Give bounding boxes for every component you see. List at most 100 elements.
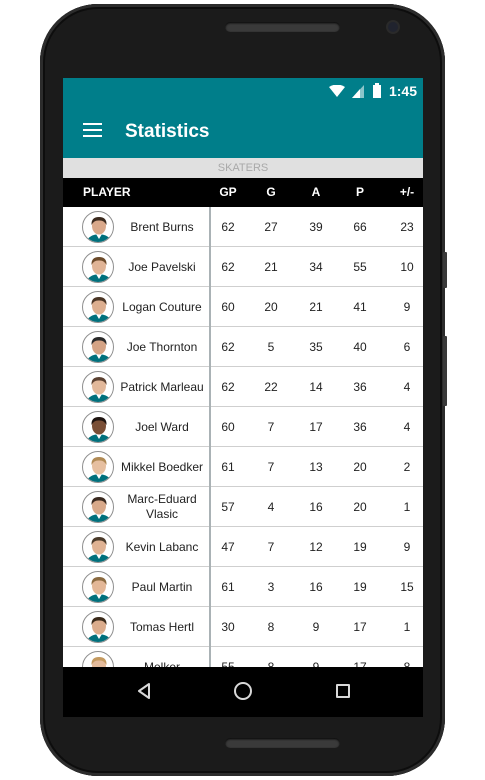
stat-pm: 2: [403, 460, 411, 474]
stat-g: 8: [267, 620, 275, 634]
stat-p: 17: [353, 620, 367, 634]
table-row[interactable]: Melker 55 8 9 17 8: [63, 647, 423, 667]
column-header-p[interactable]: P: [355, 185, 364, 199]
player-name: Joel Ward: [135, 419, 189, 434]
stat-pm: 10: [400, 260, 414, 274]
stat-g: 7: [267, 460, 275, 474]
player-name: Mikkel Boedker: [120, 459, 204, 474]
table-row[interactable]: Mikkel Boedker 61 7 13 20 2: [63, 447, 423, 487]
stat-p: 55: [353, 260, 367, 274]
stat-gp: 55: [221, 660, 235, 667]
player-avatar: [82, 211, 114, 243]
stat-p: 41: [353, 300, 367, 314]
stat-gp: 62: [221, 220, 235, 234]
stat-g: 7: [267, 540, 275, 554]
player-name: Melker: [143, 659, 180, 668]
table-row[interactable]: Marc-Eduard Vlasic 57 4 16 20 1: [63, 487, 423, 527]
stat-g: 4: [267, 500, 275, 514]
table-row[interactable]: Logan Couture 60 20 21 41 9: [63, 287, 423, 327]
stat-pm: 9: [403, 300, 411, 314]
stat-a: 13: [309, 460, 323, 474]
player-name: Kevin Labanc: [125, 539, 199, 554]
app-screen: 1:45 Statistics SKATERS PLAYER GP G A P …: [63, 78, 423, 717]
stat-a: 39: [309, 220, 323, 234]
stat-p: 19: [353, 580, 367, 594]
table-row[interactable]: Patrick Marleau 62 22 14 36 4: [63, 367, 423, 407]
app-bar: Statistics: [63, 103, 423, 158]
stat-pm: 23: [400, 220, 414, 234]
table-row[interactable]: Paul Martin 61 3 16 19 15: [63, 567, 423, 607]
player-avatar: [82, 491, 114, 523]
player-avatar: [82, 451, 114, 483]
stat-gp: 60: [221, 300, 235, 314]
stat-pm: 4: [403, 380, 411, 394]
bottom-speaker: [225, 738, 340, 748]
stat-a: 34: [309, 260, 323, 274]
stat-p: 36: [353, 420, 367, 434]
stat-gp: 62: [221, 380, 235, 394]
status-time: 1:45: [388, 83, 417, 99]
stat-a: 9: [312, 660, 320, 667]
section-header-skaters: SKATERS: [63, 158, 423, 178]
stat-pm: 8: [403, 660, 411, 667]
column-header-gp[interactable]: GP: [219, 185, 237, 199]
stat-p: 17: [353, 660, 367, 667]
table-row[interactable]: Brent Burns 62 27 39 66 23: [63, 207, 423, 247]
player-avatar: [82, 651, 114, 667]
stat-a: 16: [309, 500, 323, 514]
home-icon[interactable]: [234, 682, 252, 700]
battery-icon: [373, 83, 381, 98]
column-header-a[interactable]: A: [311, 185, 321, 199]
stat-gp: 57: [221, 500, 235, 514]
stat-pm: 6: [403, 340, 411, 354]
stat-p: 40: [353, 340, 367, 354]
recent-apps-icon[interactable]: [336, 684, 350, 698]
player-name: Brent Burns: [130, 219, 194, 234]
stat-pm: 1: [403, 620, 411, 634]
stat-gp: 62: [221, 340, 235, 354]
stat-g: 5: [267, 340, 275, 354]
power-button: [443, 336, 447, 406]
stat-gp: 30: [221, 620, 235, 634]
player-avatar: [82, 571, 114, 603]
table-row[interactable]: Joe Thornton 62 5 35 40 6: [63, 327, 423, 367]
stat-gp: 47: [221, 540, 235, 554]
menu-icon[interactable]: [83, 123, 102, 137]
stat-g: 7: [267, 420, 275, 434]
player-name: Patrick Marleau: [120, 379, 204, 394]
table-row[interactable]: Tomas Hertl 30 8 9 17 1: [63, 607, 423, 647]
stat-gp: 60: [221, 420, 235, 434]
table-row[interactable]: Joe Pavelski 62 21 34 55 10: [63, 247, 423, 287]
player-name: Joe Thornton: [126, 339, 198, 354]
player-avatar: [82, 251, 114, 283]
stat-a: 35: [309, 340, 323, 354]
stat-g: 21: [264, 260, 278, 274]
cell-signal-icon: [352, 85, 364, 98]
back-icon[interactable]: [137, 683, 151, 699]
stat-pm: 15: [400, 580, 414, 594]
table-row[interactable]: Kevin Labanc 47 7 12 19 9: [63, 527, 423, 567]
player-name: Tomas Hertl: [129, 619, 194, 634]
stat-g: 8: [267, 660, 275, 667]
table-row[interactable]: Joel Ward 60 7 17 36 4: [63, 407, 423, 447]
player-name: Joe Pavelski: [128, 259, 196, 274]
stat-pm: 4: [403, 420, 411, 434]
stat-g: 20: [264, 300, 278, 314]
column-header-player[interactable]: PLAYER: [83, 185, 131, 199]
volume-button: [443, 252, 447, 288]
stat-a: 16: [309, 580, 323, 594]
stat-p: 66: [353, 220, 367, 234]
stat-a: 9: [312, 620, 320, 634]
player-name: Paul Martin: [131, 579, 193, 594]
column-header-plus-minus[interactable]: +/-: [399, 185, 415, 199]
stat-p: 20: [353, 500, 367, 514]
player-name: Marc-Eduard Vlasic: [127, 492, 197, 521]
player-avatar: [82, 331, 114, 363]
stat-gp: 61: [221, 460, 235, 474]
column-header-g[interactable]: G: [266, 185, 276, 199]
stat-g: 22: [264, 380, 278, 394]
stat-a: 14: [309, 380, 323, 394]
stat-a: 21: [309, 300, 323, 314]
stat-g: 27: [264, 220, 278, 234]
stat-pm: 9: [403, 540, 411, 554]
